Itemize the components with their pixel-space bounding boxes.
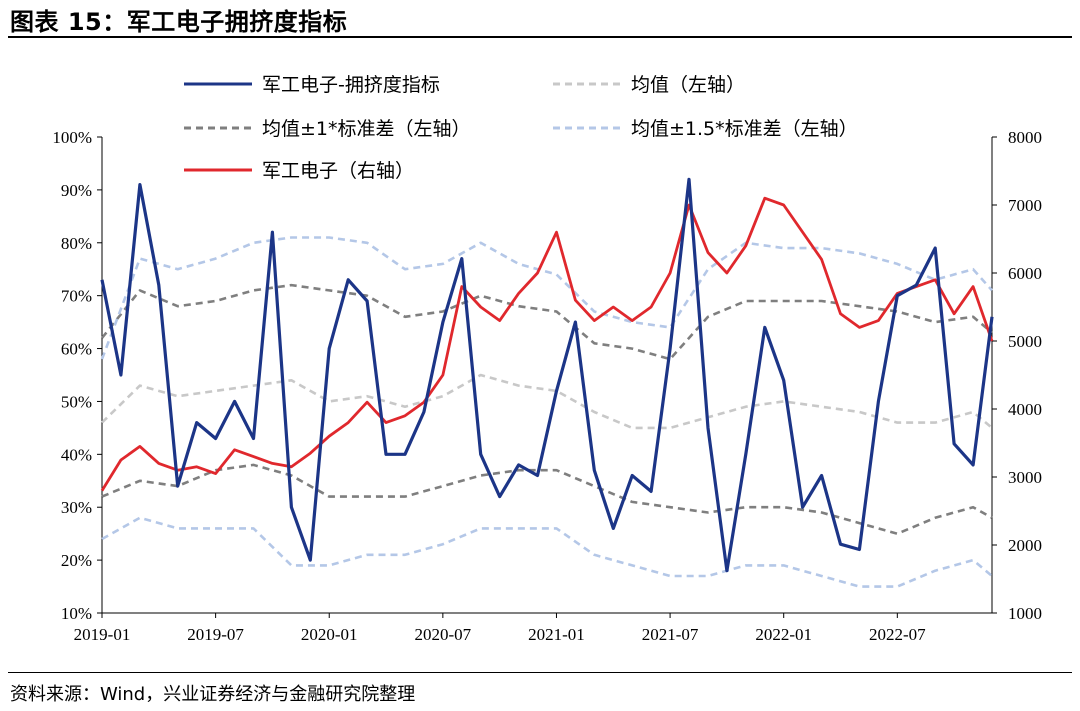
series-line-5 xyxy=(101,516,993,588)
series-line-3 xyxy=(101,463,993,536)
series-line-4 xyxy=(100,236,993,360)
left-tick-label: 80% xyxy=(61,234,92,253)
source-note: 资料来源：Wind，兴业证券经济与金融研究院整理 xyxy=(10,684,416,705)
right-tick-label: 6000 xyxy=(1008,264,1042,283)
x-tick-label: 2019-01 xyxy=(74,625,131,644)
series-line-6 xyxy=(100,196,994,492)
source-rule xyxy=(8,672,1072,673)
left-tick-label: 90% xyxy=(61,181,92,200)
legend: 军工电子-拥挤度指标 均值（左轴） 均值±1*标准差（左轴） 均值±1.5*标准差（左… xyxy=(184,74,858,182)
chart-canvas: 10% 20% 30% 40% 50% 60% 70% 80% 90% 100% 1000 2000 3… xyxy=(52,74,1042,644)
x-tick-label: 2019-07 xyxy=(187,625,244,644)
legend-label: 均值（左轴） xyxy=(631,74,745,96)
legend-label: 均值±1*标准差（左轴） xyxy=(262,118,471,140)
series-layer xyxy=(100,177,994,588)
left-tick-label: 40% xyxy=(61,445,92,464)
x-tick-label: 2020-01 xyxy=(301,625,358,644)
right-tick-label: 5000 xyxy=(1008,332,1042,351)
right-tick-label: 1000 xyxy=(1008,604,1042,623)
left-tick-label: 10% xyxy=(61,604,92,623)
x-tick-label: 2021-01 xyxy=(528,625,585,644)
right-tick-label: 8000 xyxy=(1008,128,1042,147)
chart-title: 图表 15：军工电子拥挤度指标 xyxy=(10,8,348,36)
title-rule xyxy=(8,36,1072,38)
series-line-0 xyxy=(100,177,994,573)
left-tick-label: 20% xyxy=(61,551,92,570)
axes: 10% 20% 30% 40% 50% 60% 70% 80% 90% 100% 1000 2000 3… xyxy=(52,128,1042,644)
legend-label: 军工电子（右轴） xyxy=(262,160,414,182)
legend-label: 均值±1.5*标准差（左轴） xyxy=(631,118,858,140)
left-tick-label: 100% xyxy=(52,128,92,147)
left-tick-label: 60% xyxy=(61,340,92,359)
x-tick-label: 2020-07 xyxy=(415,625,472,644)
left-tick-label: 30% xyxy=(61,498,92,517)
left-tick-label: 70% xyxy=(61,287,92,306)
right-tick-label: 3000 xyxy=(1008,468,1042,487)
x-tick-label: 2021-07 xyxy=(642,625,699,644)
left-tick-label: 50% xyxy=(61,392,92,411)
x-tick-label: 2022-07 xyxy=(869,625,926,644)
right-tick-label: 2000 xyxy=(1008,536,1042,555)
series-line-2 xyxy=(100,283,993,361)
x-tick-label: 2022-01 xyxy=(755,625,812,644)
right-tick-label: 7000 xyxy=(1008,196,1042,215)
legend-label: 军工电子-拥挤度指标 xyxy=(262,74,440,96)
series-line-1 xyxy=(101,373,993,430)
right-tick-label: 4000 xyxy=(1008,400,1042,419)
